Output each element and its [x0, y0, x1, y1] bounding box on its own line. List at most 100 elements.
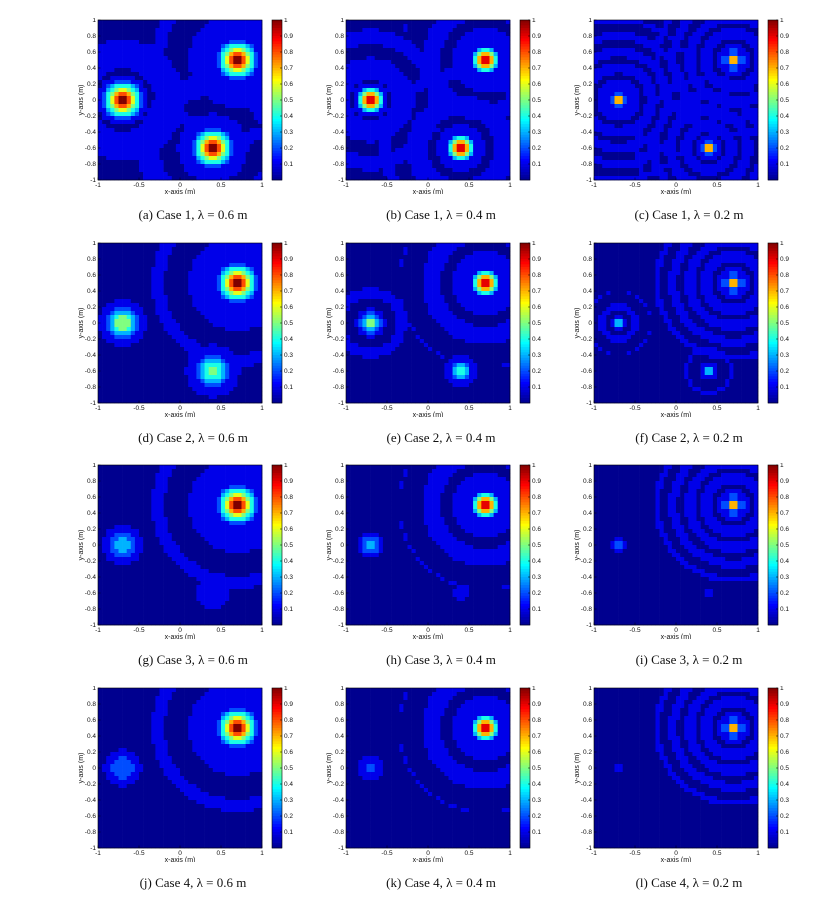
- heatmap-cell: [717, 76, 722, 81]
- heatmap-cell: [444, 132, 449, 137]
- heatmap-cell: [721, 48, 726, 53]
- heatmap-cell: [110, 116, 115, 121]
- heatmap-cell: [456, 32, 462, 37]
- heatmap-cell: [684, 84, 689, 89]
- heatmap-cell: [257, 144, 263, 149]
- heatmap-cell: [106, 136, 111, 141]
- heatmap-cell: [225, 156, 230, 161]
- heatmap-cell: [448, 64, 453, 69]
- heatmap-cell: [594, 48, 599, 53]
- heatmap-cell: [118, 148, 123, 153]
- heatmap-cell: [497, 172, 503, 177]
- heatmap-cell: [643, 60, 648, 65]
- colorbar-segment: [520, 86, 530, 90]
- heatmap-cell: [147, 160, 152, 165]
- heatmap-cell: [237, 124, 242, 129]
- heatmap-cell: [257, 36, 263, 41]
- heatmap-cell: [497, 108, 503, 113]
- heatmap-cell: [159, 48, 164, 53]
- panel-a: 1 0.8 0.6 0.4 0.2 0 -0.2 -0.4 -0.6 -0.8 -1 -1 -0.5 0 0…: [58, 16, 308, 226]
- heatmap-cell: [444, 60, 449, 65]
- heatmap-cell: [692, 144, 697, 149]
- heatmap-cell: [671, 92, 677, 97]
- heatmap-cell: [606, 148, 611, 153]
- heatmap-cell: [680, 72, 685, 77]
- heatmap-cell: [489, 100, 494, 105]
- heatmap-cell: [680, 88, 685, 93]
- heatmap-cell: [257, 60, 263, 65]
- heatmap-cell: [639, 36, 644, 41]
- heatmap-cell: [643, 48, 648, 53]
- heatmap-cell: [350, 112, 355, 117]
- heatmap-cell: [473, 156, 478, 161]
- heatmap-cell: [399, 84, 404, 89]
- heatmap-cell: [729, 52, 734, 57]
- heatmap-cell: [155, 144, 160, 149]
- colorbar-segment: [520, 20, 530, 23]
- heatmap-cell: [110, 24, 115, 29]
- heatmap-cell: [651, 152, 656, 157]
- heatmap-cell: [680, 112, 685, 117]
- heatmap-cell: [448, 36, 453, 41]
- heatmap-cell: [212, 96, 218, 101]
- heatmap-cell: [354, 48, 359, 53]
- heatmap-cell: [635, 96, 640, 101]
- heatmap-cell: [501, 72, 507, 77]
- heatmap-cell: [106, 124, 111, 129]
- heatmap-cell: [253, 28, 259, 33]
- heatmap-cell: [712, 148, 718, 153]
- heatmap-cell: [643, 136, 648, 141]
- heatmap-cell: [598, 36, 603, 41]
- heatmap-cell: [399, 108, 404, 113]
- heatmap-cell: [737, 20, 742, 25]
- heatmap-cell: [415, 100, 421, 105]
- heatmap-cell: [98, 60, 103, 65]
- heatmap-cell: [436, 56, 441, 61]
- heatmap-cell: [180, 164, 185, 169]
- heatmap-cell: [139, 140, 144, 145]
- heatmap-cell: [221, 32, 226, 37]
- heatmap-cell: [688, 84, 693, 89]
- heatmap-cell: [374, 152, 380, 157]
- heatmap-cell: [106, 64, 111, 69]
- heatmap-cell: [717, 96, 722, 101]
- heatmap-cell: [216, 144, 222, 149]
- heatmap-cell: [639, 28, 644, 33]
- heatmap-cell: [415, 124, 421, 129]
- heatmap-cell: [676, 52, 681, 57]
- heatmap-cell: [598, 172, 603, 177]
- heatmap-cell: [358, 100, 363, 105]
- heatmap-cell: [481, 64, 486, 69]
- heatmap-cell: [391, 160, 396, 165]
- heatmap-cell: [626, 32, 632, 37]
- heatmap-cell: [114, 28, 119, 33]
- heatmap-cell: [614, 152, 619, 157]
- heatmap-cell: [635, 48, 640, 53]
- heatmap-cell: [249, 112, 255, 117]
- heatmap-cell: [606, 24, 611, 29]
- heatmap-cell: [167, 160, 173, 165]
- heatmap-cell: [403, 160, 408, 165]
- heatmap-cell: [378, 120, 384, 125]
- heatmap-cell: [253, 148, 259, 153]
- heatmap-cell: [688, 116, 693, 121]
- heatmap-cell: [614, 60, 619, 65]
- heatmap-cell: [460, 124, 466, 129]
- heatmap-cell: [489, 88, 494, 93]
- heatmap-cell: [456, 116, 462, 121]
- heatmap-cell: [676, 160, 681, 165]
- heatmap-cell: [257, 104, 263, 109]
- heatmap-cell: [130, 152, 136, 157]
- heatmap-cell: [257, 120, 263, 125]
- heatmap-cell: [167, 152, 173, 157]
- heatmap-cell: [456, 168, 462, 173]
- heatmap-cell: [676, 156, 681, 161]
- heatmap-cell: [460, 144, 466, 149]
- heatmap-cell: [684, 80, 689, 85]
- heatmap-cell: [98, 160, 103, 165]
- heatmap-cell: [382, 132, 388, 137]
- heatmap-cell: [110, 120, 115, 125]
- heatmap-cell: [749, 48, 755, 53]
- heatmap-cell: [464, 56, 470, 61]
- heatmap-cell: [610, 108, 615, 113]
